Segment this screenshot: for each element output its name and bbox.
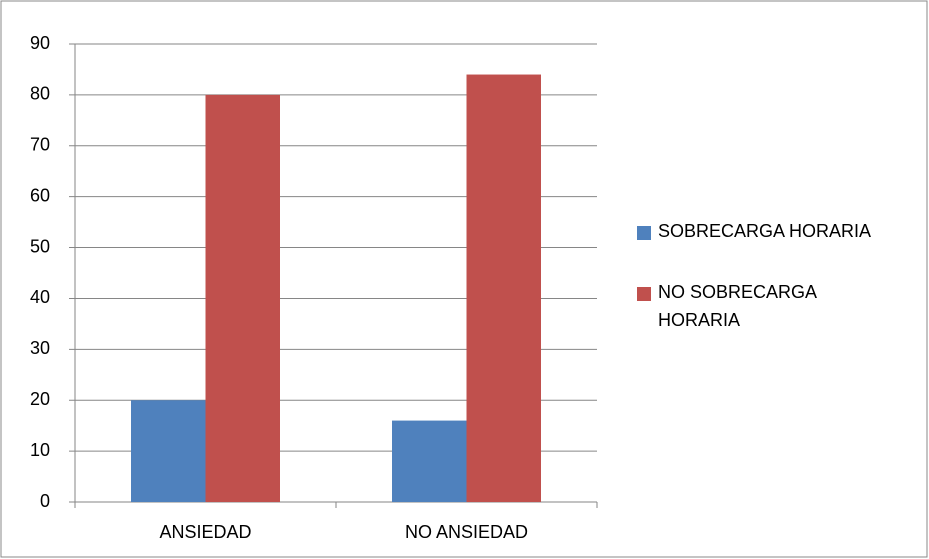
- legend-swatch: [637, 226, 651, 240]
- x-tick-label: NO ANSIEDAD: [405, 522, 528, 542]
- legend-label: SOBRECARGA HORARIA: [658, 221, 872, 241]
- x-tick-label: ANSIEDAD: [159, 522, 251, 542]
- legend-item: SOBRECARGA HORARIA: [637, 221, 898, 245]
- y-tick-label: 10: [30, 440, 50, 460]
- y-tick-label: 50: [30, 236, 50, 256]
- legend-label: NO SOBRECARGA HORARIA: [658, 282, 817, 330]
- y-tick-label: 40: [30, 287, 50, 307]
- y-tick-label: 20: [30, 389, 50, 409]
- legend-swatch: [637, 287, 651, 301]
- y-tick-label: 30: [30, 338, 50, 358]
- legend-item: NO SOBRECARGA HORARIA: [637, 282, 898, 334]
- bar: [466, 74, 541, 503]
- legend: SOBRECARGA HORARIA NO SOBRECARGA HORARIA: [637, 221, 898, 372]
- bar: [131, 400, 206, 502]
- y-tick-label: 90: [30, 33, 50, 53]
- bar: [205, 94, 280, 502]
- y-tick-label: 0: [40, 491, 50, 511]
- y-tick-label: 70: [30, 135, 50, 155]
- bar: [392, 420, 467, 502]
- y-tick-label: 80: [30, 84, 50, 104]
- y-tick-label: 60: [30, 185, 50, 205]
